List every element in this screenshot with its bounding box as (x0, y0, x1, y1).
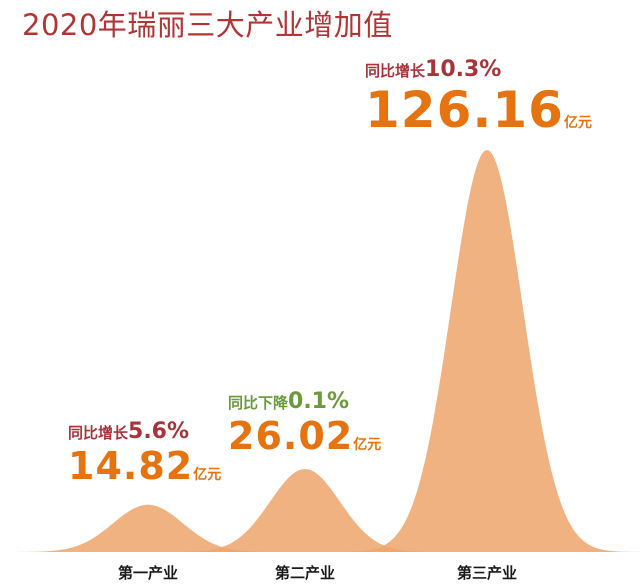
peak-primary (1, 504, 295, 552)
value-number-tertiary: 126.16 (365, 81, 564, 139)
annotation-primary: 同比增长5.6% 14.82亿元 (68, 419, 221, 486)
change-text-secondary: 同比下降 (228, 394, 289, 412)
change-value-primary: 5.6% (128, 419, 190, 444)
change-secondary: 同比下降0.1% (228, 389, 381, 414)
change-text-tertiary: 同比增长 (365, 62, 426, 80)
change-value-secondary: 0.1% (288, 389, 350, 414)
change-tertiary: 同比增长10.3% (365, 57, 592, 82)
change-primary: 同比增长5.6% (68, 419, 221, 444)
peaks-group (1, 150, 640, 552)
value-number-primary: 14.82 (68, 444, 194, 488)
value-unit-tertiary: 亿元 (563, 115, 592, 131)
value-number-secondary: 26.02 (228, 414, 354, 458)
chart-title: 2020年瑞丽三大产业增加值 (22, 8, 393, 42)
value-unit-primary: 亿元 (193, 467, 222, 483)
value-secondary: 26.02亿元 (228, 417, 381, 455)
category-label-secondary: 第二产业 (275, 564, 335, 582)
peak-tertiary (328, 150, 640, 552)
category-label-tertiary: 第三产业 (457, 564, 517, 582)
change-value-tertiary: 10.3% (425, 57, 502, 82)
category-labels-group: 第一产业 第二产业 第三产业 (118, 564, 517, 582)
change-text-primary: 同比增长 (68, 424, 129, 442)
peak-secondary (158, 469, 452, 552)
value-primary: 14.82亿元 (68, 447, 221, 485)
annotation-tertiary: 同比增长10.3% 126.16亿元 (365, 57, 592, 136)
category-label-primary: 第一产业 (118, 564, 178, 582)
value-tertiary: 126.16亿元 (365, 85, 592, 135)
annotation-secondary: 同比下降0.1% 26.02亿元 (228, 389, 381, 456)
value-unit-secondary: 亿元 (353, 437, 382, 453)
